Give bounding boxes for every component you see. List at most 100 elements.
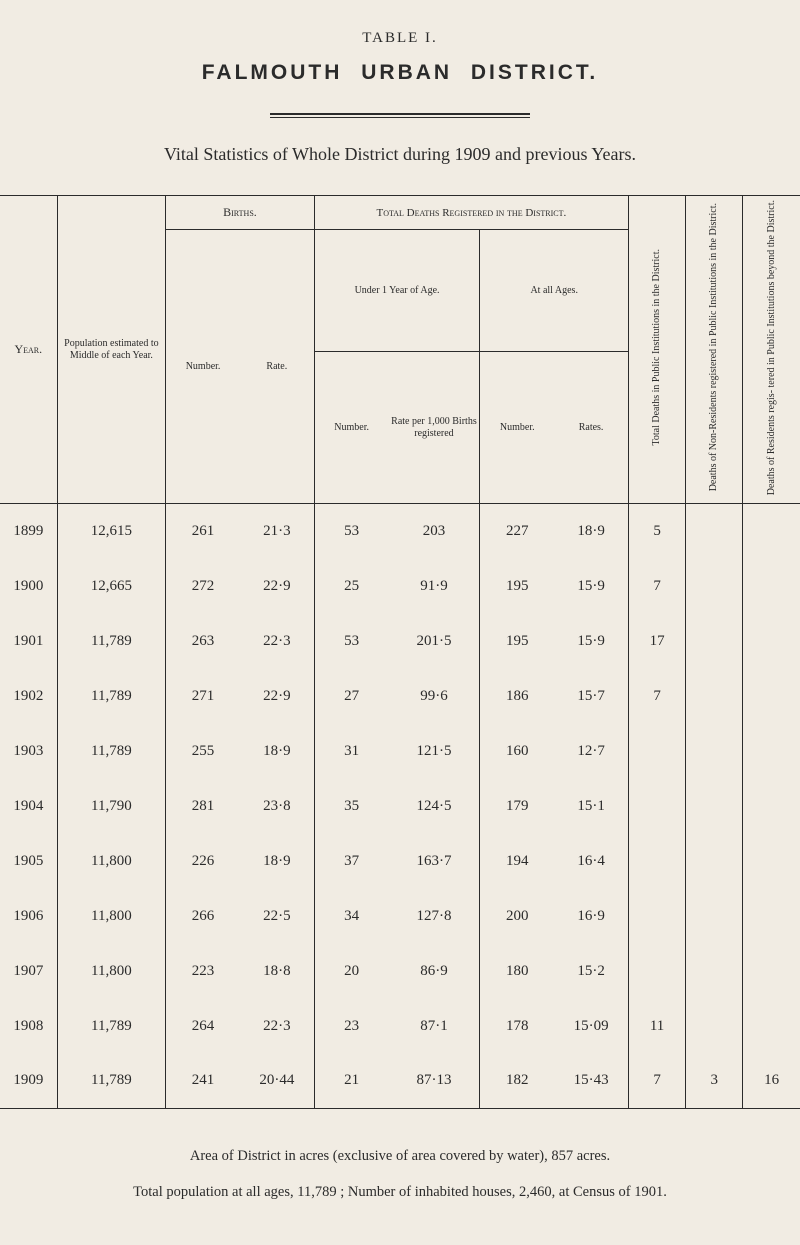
subtitle: Vital Statistics of Whole District durin… xyxy=(20,144,780,165)
cell-a_num: 160 xyxy=(480,724,554,779)
cell-b_rate: 18·9 xyxy=(240,834,314,889)
cell-b_num: 241 xyxy=(166,1054,240,1109)
cell-b_rate: 21·3 xyxy=(240,504,314,559)
cell-c1: 17 xyxy=(629,614,686,669)
cell-a_rate: 15·2 xyxy=(554,944,628,999)
cell-c1 xyxy=(629,834,686,889)
col-under1-rate: Rate per 1,000 Births registered xyxy=(389,352,480,504)
col-total-public: Total Deaths in Public Institutions in t… xyxy=(629,196,686,504)
cell-u_num: 35 xyxy=(314,779,388,834)
col-all-ages: At all Ages. xyxy=(480,230,629,352)
col-all-rates: Rates. xyxy=(554,352,628,504)
col-births-rate: Rate. xyxy=(240,230,314,504)
cell-a_num: 182 xyxy=(480,1054,554,1109)
cell-pop: 11,790 xyxy=(57,779,166,834)
col-under1: Under 1 Year of Age. xyxy=(314,230,480,352)
cell-a_num: 180 xyxy=(480,944,554,999)
table-row: 190711,80022318·82086·918015·2 xyxy=(0,944,800,999)
cell-a_rate: 15·7 xyxy=(554,669,628,724)
table-row: 189912,61526121·35320322718·95 xyxy=(0,504,800,559)
cell-c1 xyxy=(629,724,686,779)
cell-a_rate: 15·1 xyxy=(554,779,628,834)
col-res-beyond-label: Deaths of Residents regis- tered in Publ… xyxy=(766,196,778,499)
cell-b_rate: 22·9 xyxy=(240,559,314,614)
cell-pop: 12,665 xyxy=(57,559,166,614)
table-row: 190311,78925518·931121·516012·7 xyxy=(0,724,800,779)
cell-pop: 11,800 xyxy=(57,834,166,889)
cell-u_rate: 86·9 xyxy=(389,944,480,999)
cell-pop: 11,800 xyxy=(57,944,166,999)
footer-note: Area of District in acres (exclusive of … xyxy=(30,1143,770,1205)
cell-c2 xyxy=(686,944,743,999)
cell-c3 xyxy=(743,559,800,614)
cell-c2 xyxy=(686,724,743,779)
cell-u_rate: 99·6 xyxy=(389,669,480,724)
col-nonres: Deaths of Non-Residents registered in Pu… xyxy=(686,196,743,504)
cell-c3: 16 xyxy=(743,1054,800,1109)
cell-c3 xyxy=(743,724,800,779)
cell-b_rate: 18·8 xyxy=(240,944,314,999)
cell-pop: 11,789 xyxy=(57,724,166,779)
col-under1-number: Number. xyxy=(314,352,388,504)
vital-stats-table: Year. Population estimated to Middle of … xyxy=(0,195,800,1109)
cell-year: 1905 xyxy=(0,834,57,889)
cell-u_rate: 87·1 xyxy=(389,999,480,1054)
cell-b_num: 263 xyxy=(166,614,240,669)
cell-b_rate: 18·9 xyxy=(240,724,314,779)
cell-c2 xyxy=(686,779,743,834)
cell-u_num: 20 xyxy=(314,944,388,999)
col-res-beyond: Deaths of Residents regis- tered in Publ… xyxy=(743,196,800,504)
footer-line-1: Area of District in acres (exclusive of … xyxy=(30,1143,770,1169)
cell-u_num: 53 xyxy=(314,614,388,669)
cell-c3 xyxy=(743,669,800,724)
cell-c3 xyxy=(743,614,800,669)
cell-pop: 11,789 xyxy=(57,999,166,1054)
cell-pop: 11,789 xyxy=(57,614,166,669)
cell-a_rate: 15·9 xyxy=(554,614,628,669)
table-row: 190211,78927122·92799·618615·77 xyxy=(0,669,800,724)
table-row: 190411,79028123·835124·517915·1 xyxy=(0,779,800,834)
cell-c1: 7 xyxy=(629,1054,686,1109)
col-nonres-label: Deaths of Non-Residents registered in Pu… xyxy=(708,199,720,495)
cell-b_num: 255 xyxy=(166,724,240,779)
cell-c3 xyxy=(743,999,800,1054)
table-row: 190811,78926422·32387·117815·0911 xyxy=(0,999,800,1054)
cell-u_rate: 124·5 xyxy=(389,779,480,834)
cell-c2 xyxy=(686,889,743,944)
table-row: 190611,80026622·534127·820016·9 xyxy=(0,889,800,944)
cell-a_rate: 18·9 xyxy=(554,504,628,559)
cell-b_num: 266 xyxy=(166,889,240,944)
cell-u_rate: 203 xyxy=(389,504,480,559)
cell-u_rate: 91·9 xyxy=(389,559,480,614)
cell-a_num: 186 xyxy=(480,669,554,724)
cell-c1: 11 xyxy=(629,999,686,1054)
cell-a_num: 179 xyxy=(480,779,554,834)
cell-a_rate: 15·9 xyxy=(554,559,628,614)
cell-c2 xyxy=(686,669,743,724)
col-births-number: Number. xyxy=(166,230,240,504)
col-population: Population estimated to Middle of each Y… xyxy=(57,196,166,504)
cell-u_num: 23 xyxy=(314,999,388,1054)
cell-b_rate: 23·8 xyxy=(240,779,314,834)
title-rule xyxy=(270,113,530,118)
cell-b_num: 261 xyxy=(166,504,240,559)
cell-c1 xyxy=(629,944,686,999)
col-total-deaths: Total Deaths Registered in the District. xyxy=(314,196,628,230)
cell-b_rate: 22·9 xyxy=(240,669,314,724)
cell-c3 xyxy=(743,944,800,999)
cell-c1 xyxy=(629,889,686,944)
cell-a_num: 200 xyxy=(480,889,554,944)
cell-u_rate: 87·13 xyxy=(389,1054,480,1109)
table-label: TABLE I. xyxy=(0,30,800,47)
cell-b_num: 223 xyxy=(166,944,240,999)
cell-a_num: 195 xyxy=(480,614,554,669)
cell-u_num: 27 xyxy=(314,669,388,724)
cell-c2 xyxy=(686,999,743,1054)
cell-c2: 3 xyxy=(686,1054,743,1109)
cell-u_num: 31 xyxy=(314,724,388,779)
cell-u_num: 21 xyxy=(314,1054,388,1109)
cell-b_num: 272 xyxy=(166,559,240,614)
table-body: 189912,61526121·35320322718·95190012,665… xyxy=(0,504,800,1109)
cell-c3 xyxy=(743,834,800,889)
cell-u_rate: 201·5 xyxy=(389,614,480,669)
